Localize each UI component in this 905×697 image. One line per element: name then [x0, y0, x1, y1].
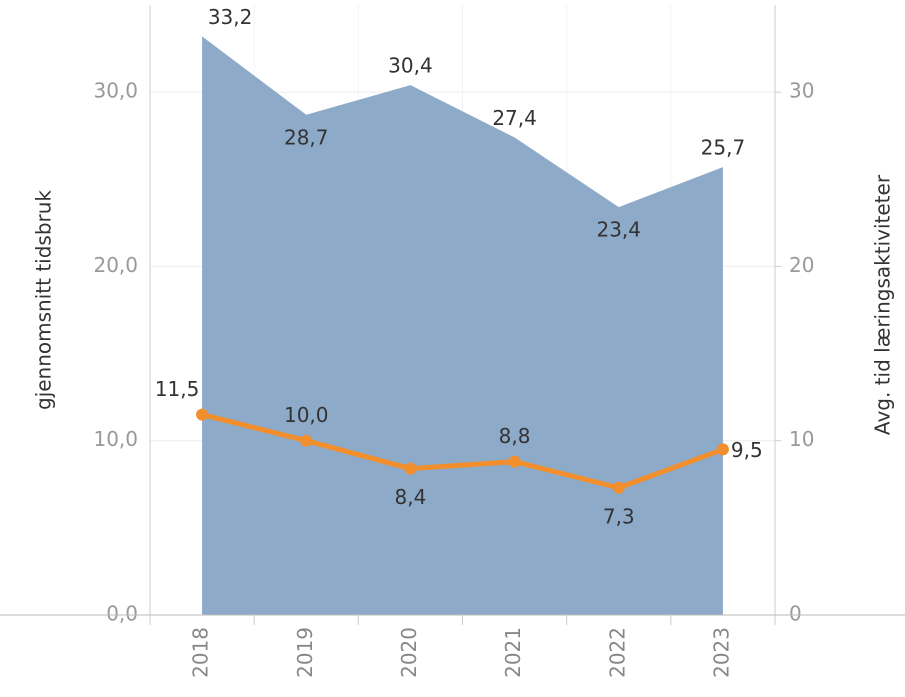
data-label: 8,4 — [395, 485, 427, 509]
y2-tick-label: 0 — [789, 602, 802, 626]
x-tick-label: 2022 — [605, 627, 629, 678]
data-label: 8,8 — [499, 424, 531, 448]
y-tick-label: 30,0 — [93, 79, 138, 103]
line-point — [196, 408, 209, 421]
y-axis-label: gjennomsnitt tidsbruk — [32, 190, 56, 410]
line-point — [716, 443, 729, 456]
y2-tick-label: 30 — [789, 79, 814, 103]
x-tick-label: 2023 — [709, 627, 733, 678]
y-tick-label: 20,0 — [93, 253, 138, 277]
data-label: 27,4 — [492, 106, 537, 130]
y2-tick-label: 10 — [789, 427, 814, 451]
data-label: 30,4 — [388, 54, 433, 78]
y2-tick-label: 20 — [789, 253, 814, 277]
data-label: 33,2 — [208, 5, 253, 29]
data-label: 7,3 — [603, 504, 635, 528]
y-tick-label: 10,0 — [93, 427, 138, 451]
line-point — [508, 455, 521, 468]
y2-axis-label: Avg. tid læringsaktiviteter — [871, 174, 895, 435]
area — [202, 36, 723, 615]
line — [201, 412, 724, 491]
data-label: 25,7 — [701, 136, 746, 160]
x-tick-label: 2019 — [293, 627, 317, 678]
x-tick-label: 2020 — [397, 627, 421, 678]
x-tick-label: 2021 — [501, 627, 525, 678]
data-label: 23,4 — [596, 218, 641, 242]
x-tick-label: 2018 — [189, 627, 213, 678]
data-label: 10,0 — [284, 403, 329, 427]
data-label: 11,5 — [155, 377, 200, 401]
data-label: 28,7 — [284, 125, 329, 149]
line-point — [300, 434, 313, 447]
y-tick-label: 0,0 — [106, 602, 138, 626]
line-point — [612, 481, 625, 494]
data-label: 9,5 — [731, 438, 763, 462]
line-point — [404, 462, 417, 475]
